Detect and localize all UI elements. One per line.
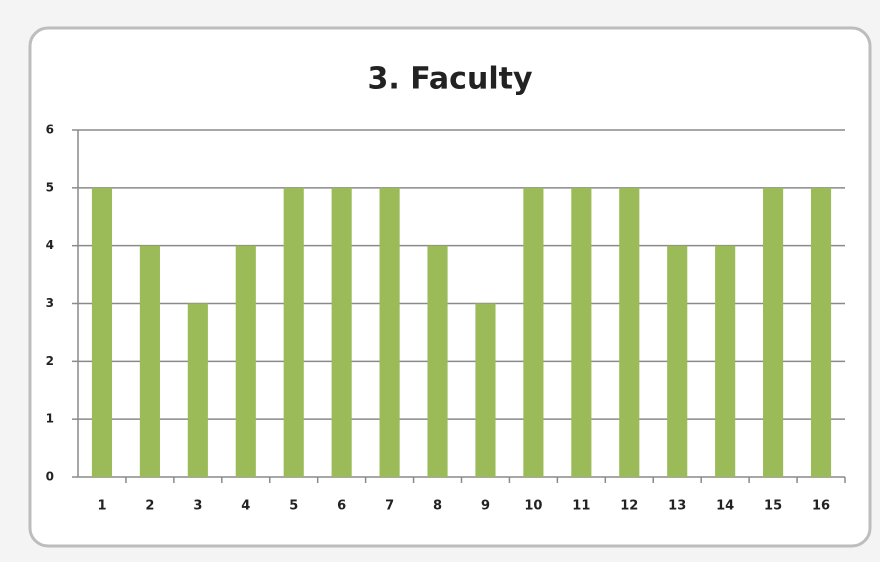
bar [283,187,304,478]
x-tick-label: 1 [97,499,106,514]
y-tick-label: 6 [46,123,54,137]
bar [331,187,352,478]
bar [810,187,832,478]
bar [187,303,208,477]
x-tick-label: 16 [812,499,830,514]
bar [235,245,256,477]
x-tick-label: 7 [385,499,394,514]
x-tick-label: 12 [620,499,638,514]
x-tick-label: 3 [193,499,202,514]
y-tick-label: 3 [46,296,54,310]
x-tick-label: 13 [668,499,686,514]
y-tick-label: 4 [46,238,54,252]
y-tick-label: 0 [46,470,54,484]
x-tick-label: 2 [145,499,154,514]
chart-title: 3. Faculty [367,62,532,97]
x-tick-label: 9 [481,499,490,514]
x-tick-label: 6 [337,499,346,514]
x-tick-label: 8 [433,499,442,514]
bar [667,245,688,477]
x-tick-label: 5 [289,499,298,514]
x-tick-label: 10 [524,499,542,514]
y-tick-label: 1 [46,412,54,426]
bar [763,187,784,478]
x-tick-label: 4 [241,499,250,514]
x-tick-label: 15 [764,499,782,514]
bar [619,187,640,478]
bar [523,187,544,478]
x-tick-label: 11 [572,499,590,514]
bar [475,303,496,477]
x-tick-label: 14 [716,499,734,514]
bar [571,187,592,478]
y-tick-label: 5 [46,180,54,194]
bar [427,245,448,477]
bar [379,187,400,478]
y-tick-label: 2 [46,354,54,368]
bar [715,245,736,477]
bar [91,187,113,478]
bar [139,245,160,477]
